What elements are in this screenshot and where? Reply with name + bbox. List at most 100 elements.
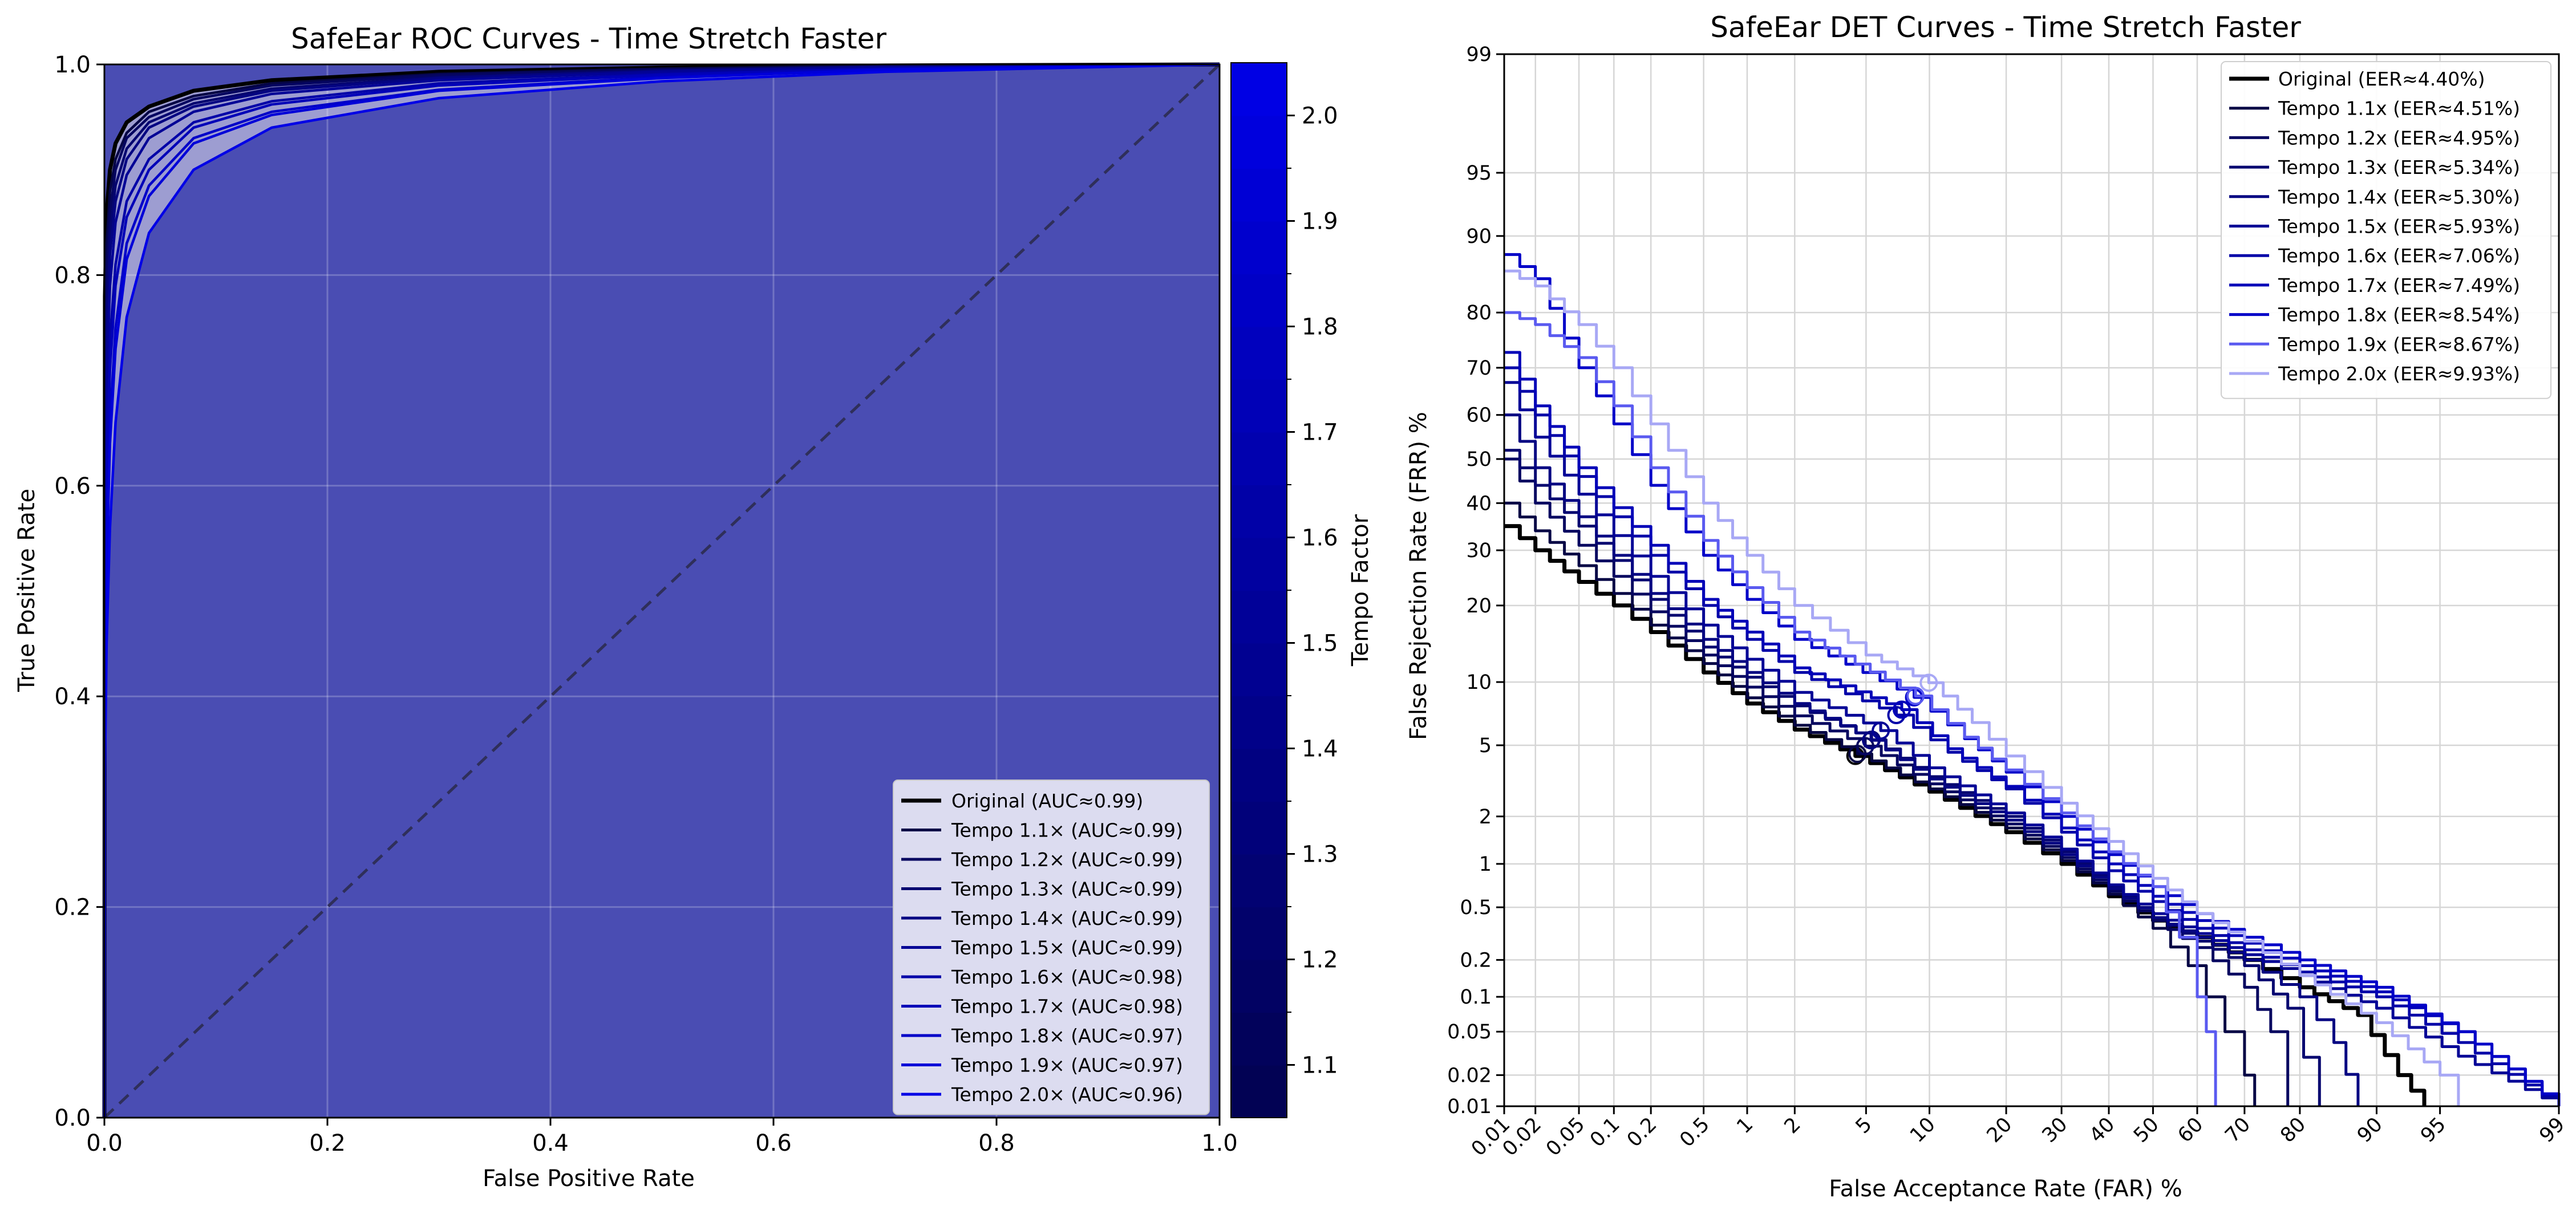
roc-legend-label: Tempo 2.0× (AUC≈0.96) [951, 1083, 1183, 1106]
det-y-tick-label: 40 [1466, 492, 1492, 515]
det-eer-marker [1856, 737, 1874, 756]
roc-curve-tempo-1.5 [103, 63, 1220, 1118]
det-x-tick-label: 40 [2085, 1113, 2120, 1147]
roc-plot-area: 0.0 0.2 0.4 0.6 0.8 1.0 0.0 0.2 0.4 0.6 0.8 1.0 [54, 52, 1237, 1156]
roc-y-axis-label: True Positive Rate [14, 489, 40, 692]
det-x-tick-label: 2 [1780, 1113, 1805, 1138]
det-y-tick-label: 0.01 [1447, 1095, 1492, 1118]
colorbar-segment [1231, 537, 1287, 591]
det-legend-box [2221, 61, 2551, 399]
det-x-tick-label: 95 [2416, 1113, 2451, 1147]
det-eer-marker [1892, 700, 1911, 719]
roc-curve-tempo-2 [103, 63, 1220, 1118]
det-x-axis-label: False Acceptance Rate (FAR) % [1829, 1176, 2182, 1202]
colorbar-segment [1231, 643, 1287, 696]
roc-chance-diagonal [103, 63, 1221, 1119]
det-y-tick-label: 0.1 [1460, 986, 1492, 1009]
roc-curve-tempo-1.9 [103, 63, 1220, 1118]
det-y-tick-label: 80 [1466, 302, 1492, 324]
colorbar-tick-label: 1.2 [1302, 947, 1338, 973]
det-y-tick-label: 5 [1479, 734, 1492, 757]
colorbar-tick-label: 1.9 [1302, 209, 1338, 235]
roc-x-tick-label: 0.2 [309, 1130, 346, 1156]
det-title: SafeEar DET Curves - Time Stretch Faster [1710, 11, 2301, 44]
det-eer-marker [1887, 706, 1906, 725]
colorbar-segment [1231, 63, 1287, 116]
colorbar-segment [1231, 432, 1287, 485]
roc-y-tick-label: 0.8 [54, 262, 91, 289]
det-x-tick-label: 80 [2276, 1113, 2310, 1147]
roc-legend-label: Tempo 1.9× (AUC≈0.97) [951, 1054, 1183, 1077]
det-curve-tempo-1.7 [1504, 351, 2561, 1106]
roc-title: SafeEar ROC Curves - Time Stretch Faster [291, 22, 886, 55]
roc-y-tick-label: 0.4 [54, 684, 91, 710]
det-x-tick-label: 60 [2174, 1113, 2208, 1147]
colorbar-tick-label: 1.7 [1302, 420, 1338, 446]
det-x-tick-label: 0.5 [1675, 1113, 1714, 1152]
det-y-tick-label: 70 [1466, 357, 1492, 380]
det-legend-label: Tempo 1.9x (EER≈8.67%) [2278, 333, 2520, 355]
roc-x-tick-label: 1.0 [1201, 1130, 1238, 1156]
colorbar-tick-label: 1.5 [1302, 631, 1338, 657]
colorbar-tick-label: 1.3 [1302, 842, 1338, 868]
det-y-tick-label: 0.2 [1460, 949, 1492, 972]
det-axes-frame [1503, 53, 2560, 1107]
colorbar-label: Tempo Factor [1347, 514, 1374, 667]
det-eer-marker [1862, 731, 1881, 750]
det-x-tick-label: 70 [2221, 1113, 2255, 1147]
roc-legend-label: Tempo 1.6× (AUC≈0.98) [951, 966, 1183, 988]
colorbar-tick-label: 1.4 [1302, 736, 1338, 762]
roc-y-tick-label: 0.2 [54, 895, 91, 921]
colorbar-segment [1231, 168, 1287, 222]
colorbar-segment [1231, 907, 1287, 960]
det-x-tick-label: 20 [1983, 1113, 2017, 1147]
det-legend-label: Tempo 1.1x (EER≈4.51%) [2278, 98, 2520, 120]
det-x-tick-label: 50 [2129, 1113, 2164, 1147]
det-y-tick-label: 2 [1479, 806, 1492, 829]
det-y-tick-label: 10 [1466, 671, 1492, 694]
roc-y-tick-label: 1.0 [54, 52, 91, 78]
roc-y-tick-label: 0.0 [54, 1105, 91, 1131]
roc-legend-label: Tempo 1.1× (AUC≈0.99) [951, 819, 1183, 842]
roc-x-tick-label: 0.0 [86, 1130, 123, 1156]
det-x-tick-label: 0.05 [1542, 1113, 1589, 1160]
det-y-tick-label: 99 [1466, 43, 1492, 66]
colorbar-segment [1231, 959, 1287, 1013]
colorbar-segment [1231, 748, 1287, 802]
colorbar-segment [1231, 801, 1287, 855]
det-x-tick-label: 1 [1732, 1113, 1757, 1138]
det-x-tick-label: 99 [2536, 1113, 2570, 1147]
roc-axes-frame [103, 63, 1221, 1119]
colorbar-segment [1231, 326, 1287, 380]
roc-legend: Original (AUC≈0.99) Tempo 1.1× (AUC≈0.99)… [893, 780, 1210, 1115]
det-legend-label: Tempo 1.7x (EER≈7.49%) [2278, 274, 2520, 297]
det-y-tick-label: 90 [1466, 225, 1492, 248]
det-legend-label: Tempo 1.5x (EER≈5.93%) [2278, 216, 2520, 238]
det-curve-tempo-1.9 [1504, 311, 2217, 1106]
det-curve-tempo-1.1 [1504, 501, 2257, 1106]
colorbar-segment [1231, 696, 1287, 749]
det-y-tick-label: 30 [1466, 539, 1492, 562]
colorbar-segment [1231, 379, 1287, 433]
roc-legend-label: Tempo 1.3× (AUC≈0.99) [951, 878, 1183, 900]
roc-legend-label: Tempo 1.8× (AUC≈0.97) [951, 1025, 1183, 1047]
roc-chart: SafeEar ROC Curves - Time Stretch Faster… [14, 22, 1238, 1192]
det-legend-label: Tempo 1.2x (EER≈4.95%) [2278, 127, 2520, 149]
det-x-tick-label: 90 [2353, 1113, 2387, 1147]
colorbar-tick-label: 1.1 [1302, 1053, 1338, 1079]
roc-legend-label: Tempo 1.7× (AUC≈0.98) [951, 996, 1183, 1018]
roc-legend-label: Tempo 1.2× (AUC≈0.99) [951, 849, 1183, 871]
det-eer-marker [1872, 721, 1890, 740]
det-legend: Original (EER≈4.40%) Tempo 1.1x (EER≈4.51… [2221, 61, 2551, 399]
colorbar-tick-label: 1.8 [1302, 314, 1338, 340]
det-y-tick-label: 1 [1479, 853, 1492, 876]
det-x-tick-label: 0.2 [1623, 1113, 1662, 1152]
colorbar-segment [1231, 1065, 1287, 1118]
det-curve-tempo-1.4 [1504, 413, 2360, 1106]
det-curve-tempo-2.0 [1504, 269, 2460, 1106]
det-curve-tempo-1.5 [1504, 381, 2561, 1106]
det-y-tick-label: 50 [1466, 448, 1492, 471]
roc-curve-tempo-1.7 [103, 63, 1220, 1118]
colorbar-segment [1231, 115, 1287, 169]
